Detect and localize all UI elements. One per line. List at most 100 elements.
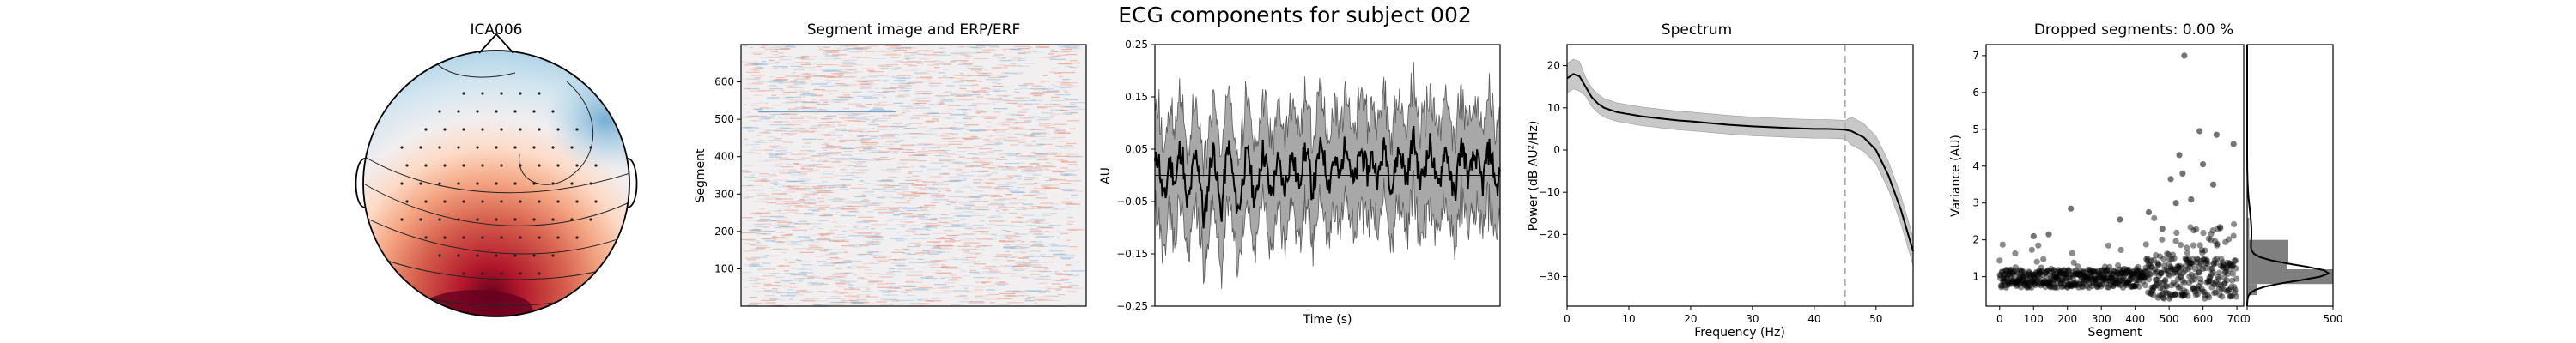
heatmap-cell xyxy=(974,145,985,147)
scatter-point xyxy=(2231,257,2238,264)
scatter-outlier xyxy=(2117,216,2123,223)
heatmap-cell xyxy=(928,253,939,255)
heatmap-cell xyxy=(767,140,782,141)
heatmap-cell xyxy=(967,153,977,155)
scatter-point xyxy=(2011,275,2018,282)
scatter-point xyxy=(2058,284,2065,291)
heatmap-cell xyxy=(903,57,908,60)
heatmap-cell xyxy=(994,188,1010,190)
heatmap-cell xyxy=(899,221,916,223)
heatmap-cell xyxy=(968,302,986,304)
heatmap-cell xyxy=(898,193,915,195)
heatmap-cell xyxy=(810,101,815,103)
heatmap-cell xyxy=(848,201,865,202)
heatmap-cell xyxy=(1039,118,1050,120)
heatmap-cell xyxy=(955,295,967,298)
sensor-dot xyxy=(443,200,447,203)
heatmap-cell xyxy=(1050,55,1060,57)
heatmap-cell xyxy=(748,277,760,279)
heatmap-cell xyxy=(993,90,1007,92)
heatmap-cell xyxy=(840,172,854,174)
heatmap-cell xyxy=(748,179,757,182)
scatter-point xyxy=(2095,272,2102,279)
scatter-point xyxy=(2118,269,2125,276)
heatmap-cell xyxy=(767,136,776,138)
heatmap-cell xyxy=(906,107,919,109)
heatmap-cell xyxy=(963,63,974,65)
heatmap-cell xyxy=(957,245,971,247)
scatter-point xyxy=(2194,285,2201,292)
scatter-point xyxy=(2026,268,2032,275)
heatmap-cell xyxy=(994,139,1002,141)
scatter-point xyxy=(2075,284,2082,291)
heatmap-cell xyxy=(898,90,908,92)
heatmap-cell xyxy=(791,83,797,85)
heatmap-cell xyxy=(909,224,920,226)
heatmap-cell xyxy=(995,167,1011,169)
heatmap-cell xyxy=(908,271,923,273)
heatmap-cell xyxy=(1065,113,1073,115)
heatmap-cell xyxy=(842,62,854,63)
heatmap-cell xyxy=(847,165,856,167)
heatmap-cell xyxy=(1027,296,1036,298)
scatter-point xyxy=(2219,259,2227,266)
heatmap-cell xyxy=(820,233,835,235)
scatter-point xyxy=(2079,283,2086,290)
heatmap-cell xyxy=(788,298,793,300)
heatmap-cell xyxy=(850,287,854,289)
sensor-dot xyxy=(462,92,465,95)
heatmap-cell xyxy=(823,122,827,123)
heatmap-cell xyxy=(1005,290,1020,292)
scatter-point xyxy=(2128,283,2135,291)
heatmap-cell xyxy=(752,120,757,122)
heatmap-cell xyxy=(839,292,853,294)
heatmap-cell xyxy=(750,302,762,304)
heatmap-cell xyxy=(906,149,914,151)
scatter-point xyxy=(2230,262,2237,268)
heatmap-cell xyxy=(909,133,923,135)
heatmap-cell xyxy=(941,149,951,151)
sensor-dot xyxy=(513,146,517,149)
heatmap-cell xyxy=(971,214,985,216)
erp-ylabel: AU xyxy=(1099,167,1113,184)
scatter-point xyxy=(2015,273,2022,280)
variance-panel: Dropped segments: 0.00 % 0 100 200 300 400 50… xyxy=(1949,21,2247,340)
scatter-point xyxy=(2062,281,2069,288)
sensor-dot xyxy=(424,128,428,131)
scatter-point xyxy=(2066,282,2074,289)
heatmap-cell xyxy=(934,60,940,62)
heatmap-cell xyxy=(795,186,800,189)
sensor-dot xyxy=(438,218,441,221)
heatmap-cell xyxy=(1064,190,1074,192)
sensor-dot xyxy=(481,164,484,167)
heatmap-cell xyxy=(792,120,810,122)
scatter-point xyxy=(2229,262,2236,269)
heatmap-cell xyxy=(942,133,958,135)
heatmap-cell xyxy=(911,191,917,193)
heatmap-cell xyxy=(1005,100,1012,102)
scatter-point xyxy=(2217,281,2224,289)
heatmap-cell xyxy=(1033,298,1050,300)
heatmap-cell xyxy=(1067,156,1084,158)
sensor-dot xyxy=(400,218,404,221)
heatmap-cell xyxy=(805,188,813,190)
scatter-outlier xyxy=(2209,181,2217,188)
heatmap-cell xyxy=(887,294,899,296)
heatmap-cell xyxy=(866,283,874,285)
scatter-point xyxy=(2175,284,2182,292)
scatter-point xyxy=(2110,282,2117,289)
heatmap-cell xyxy=(1006,167,1023,169)
heatmap-cell xyxy=(960,270,967,272)
heatmap-cell xyxy=(951,239,955,241)
heatmap-cell xyxy=(775,153,787,155)
heatmap-cell xyxy=(976,245,993,247)
heatmap-cell xyxy=(1029,99,1042,101)
heatmap-cell xyxy=(769,141,775,143)
scatter-point xyxy=(2122,277,2129,284)
heatmap-cell xyxy=(801,157,812,159)
scatter-point xyxy=(2117,281,2123,289)
heatmap-cell xyxy=(893,214,900,216)
scatter-point xyxy=(2222,268,2229,275)
heatmap-cell xyxy=(1014,127,1023,129)
scatter-point xyxy=(2165,271,2172,278)
